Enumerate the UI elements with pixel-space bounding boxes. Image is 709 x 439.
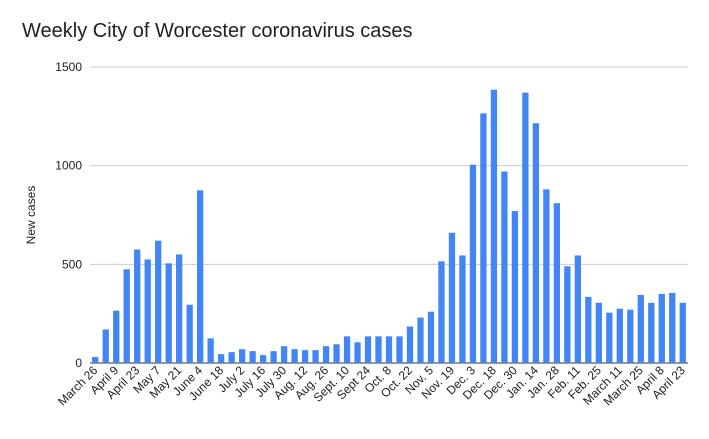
bar	[637, 294, 644, 363]
bar	[648, 302, 655, 363]
bar	[658, 293, 665, 363]
bar	[197, 190, 204, 363]
bar	[333, 344, 340, 363]
bar	[438, 261, 445, 363]
chart-title: Weekly City of Worcester coronavirus cas…	[22, 20, 413, 42]
bar	[364, 336, 372, 363]
y-tick-label: 1500	[55, 60, 82, 74]
bar	[553, 203, 561, 363]
y-axis-title: New cases	[24, 186, 38, 245]
bar	[165, 263, 172, 363]
bar	[123, 269, 130, 363]
bar	[134, 249, 141, 363]
bar	[322, 346, 330, 363]
bar	[385, 336, 393, 363]
bar	[543, 189, 550, 363]
bar	[280, 346, 288, 363]
bar	[102, 329, 109, 363]
bar	[627, 309, 634, 363]
bar	[113, 310, 120, 363]
bar	[217, 354, 225, 363]
bar	[417, 317, 424, 363]
bar	[207, 338, 214, 363]
bar	[270, 351, 277, 363]
bar	[448, 232, 456, 363]
bar	[406, 326, 414, 363]
bar	[259, 355, 267, 363]
y-axis-ticks: 0 500 1000 1500	[55, 60, 82, 370]
bar	[585, 296, 592, 363]
bar	[396, 336, 403, 363]
bar	[144, 259, 151, 363]
bar	[92, 357, 99, 363]
bar	[522, 92, 529, 364]
bar	[480, 113, 487, 363]
bar	[301, 350, 309, 363]
y-tick-label: 1000	[55, 159, 82, 173]
bar	[343, 336, 351, 363]
bar	[155, 240, 162, 363]
bar	[564, 266, 571, 363]
bar	[354, 342, 361, 363]
bar	[228, 352, 235, 363]
bar	[176, 254, 183, 363]
bar	[595, 302, 602, 363]
bar	[574, 255, 581, 363]
bar	[501, 171, 508, 363]
bar	[511, 211, 519, 363]
bars	[92, 89, 686, 364]
bar	[606, 312, 613, 363]
bar	[616, 308, 623, 363]
bar	[312, 350, 319, 363]
y-tick-label: 0	[75, 356, 82, 370]
bar	[490, 89, 498, 364]
y-tick-label: 500	[62, 257, 82, 271]
bar	[469, 164, 477, 363]
bar	[427, 311, 435, 363]
bar	[532, 123, 540, 364]
bar	[186, 304, 193, 363]
bar	[291, 349, 298, 363]
bar	[669, 292, 676, 363]
bar	[459, 255, 466, 363]
bar	[249, 351, 256, 363]
bar	[238, 349, 246, 363]
bar	[375, 336, 382, 363]
bar	[679, 302, 686, 363]
